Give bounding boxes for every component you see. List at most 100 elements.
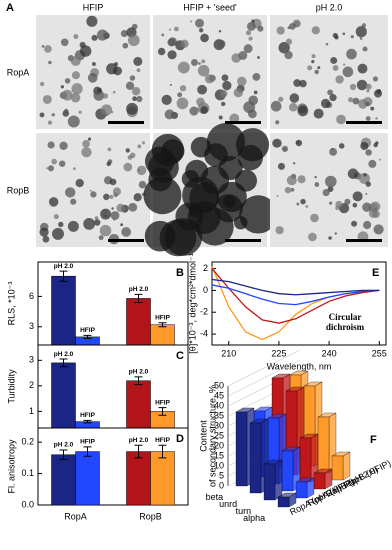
aggregate [122,42,129,49]
bar-3d [263,459,283,501]
error-bar [158,407,167,416]
aggregate [278,96,284,102]
aggregate [206,123,246,162]
aggregate [189,106,199,116]
aggregate [133,56,143,67]
aggregate [325,42,329,46]
aggregate [48,197,59,207]
z-axis-title: Content [198,420,208,452]
aggregate [293,79,302,87]
aggregate [327,186,334,192]
aggregate [347,168,359,179]
aggregate [239,195,278,234]
aggregate [290,187,295,192]
aggregate [355,26,367,38]
aggregate [71,83,83,95]
aggregate [311,54,316,59]
bar-label: HFIP [80,439,95,446]
aggregate [285,38,293,45]
aggregate [363,173,367,177]
aggregate [128,202,138,212]
aggregate [370,201,381,212]
aggregate [328,236,332,240]
aggregate [314,182,320,187]
bar-label: HFIP [155,437,170,444]
bar [126,298,151,346]
aggregate [104,215,107,218]
x-tick-label: 210 [221,348,236,358]
aggregate [252,72,261,81]
panel-label: E [372,267,379,279]
cd-line [211,268,380,324]
aggregate [123,162,133,172]
aggregate [75,178,84,188]
aggregate [59,141,68,150]
aggregate [44,45,52,53]
x-tick-label: beta [206,492,224,502]
aggregate [109,178,117,186]
aggregate [357,63,368,74]
aggregate [177,92,183,98]
aggregate [53,214,59,220]
bar-side [274,459,283,501]
aggregate [113,66,123,76]
aggregate [51,113,55,117]
aggregate [70,55,81,66]
aggregate [362,46,368,52]
y-tick-label: 1 [29,406,34,416]
aggregate [334,35,339,40]
aggregate [314,175,317,179]
bar-label: pH 2.0 [129,369,149,376]
aggregate [243,101,256,114]
aggregate [112,90,116,94]
cd-line [211,284,380,306]
aggregate [229,113,240,124]
aggregate [94,219,101,226]
error-bar [134,444,143,459]
z-tick-label: 45 [214,390,224,400]
aggregate [138,180,147,189]
aggregate [276,26,285,35]
z-tick-label: 20 [214,440,224,450]
aggregate [48,60,52,65]
aggregate [237,76,247,87]
aggregate [65,187,76,198]
bar-front [295,481,308,499]
aggregate [297,175,306,184]
aggregate [136,68,141,73]
z-tick-label: 40 [214,400,224,410]
aggregate [70,198,77,205]
aggregate [370,106,375,111]
aggregate [200,33,209,43]
aggregate [346,48,357,60]
bar [126,451,151,506]
y-tick-label: 3 [29,355,34,365]
aggregate [352,202,358,208]
aggregate [67,115,80,128]
aggregate [125,148,130,153]
aggregate [273,138,282,148]
bar [51,454,76,506]
x-tick-label: 255 [372,348,387,358]
x-tick-label: RopB [139,511,162,521]
aggregate [87,137,92,141]
x-tick-label: 225 [271,348,286,358]
aggregate [93,89,105,101]
aggregate [103,193,110,201]
aggregate [136,165,147,176]
error-bar [83,334,92,339]
bar-label: HFIP [80,327,95,334]
micrograph [270,15,388,129]
aggregate [137,144,142,149]
error-bar [134,376,143,386]
bar-label: pH 2.0 [54,263,74,270]
aggregate [83,218,96,230]
aggregate [91,62,96,66]
aggregate [197,84,207,95]
bar [51,362,76,429]
aggregate [221,74,229,82]
aggregate [236,128,270,162]
aggregate [342,32,346,36]
x-axis-title: Wavelength, nm [267,361,332,371]
aggregate [300,198,306,205]
